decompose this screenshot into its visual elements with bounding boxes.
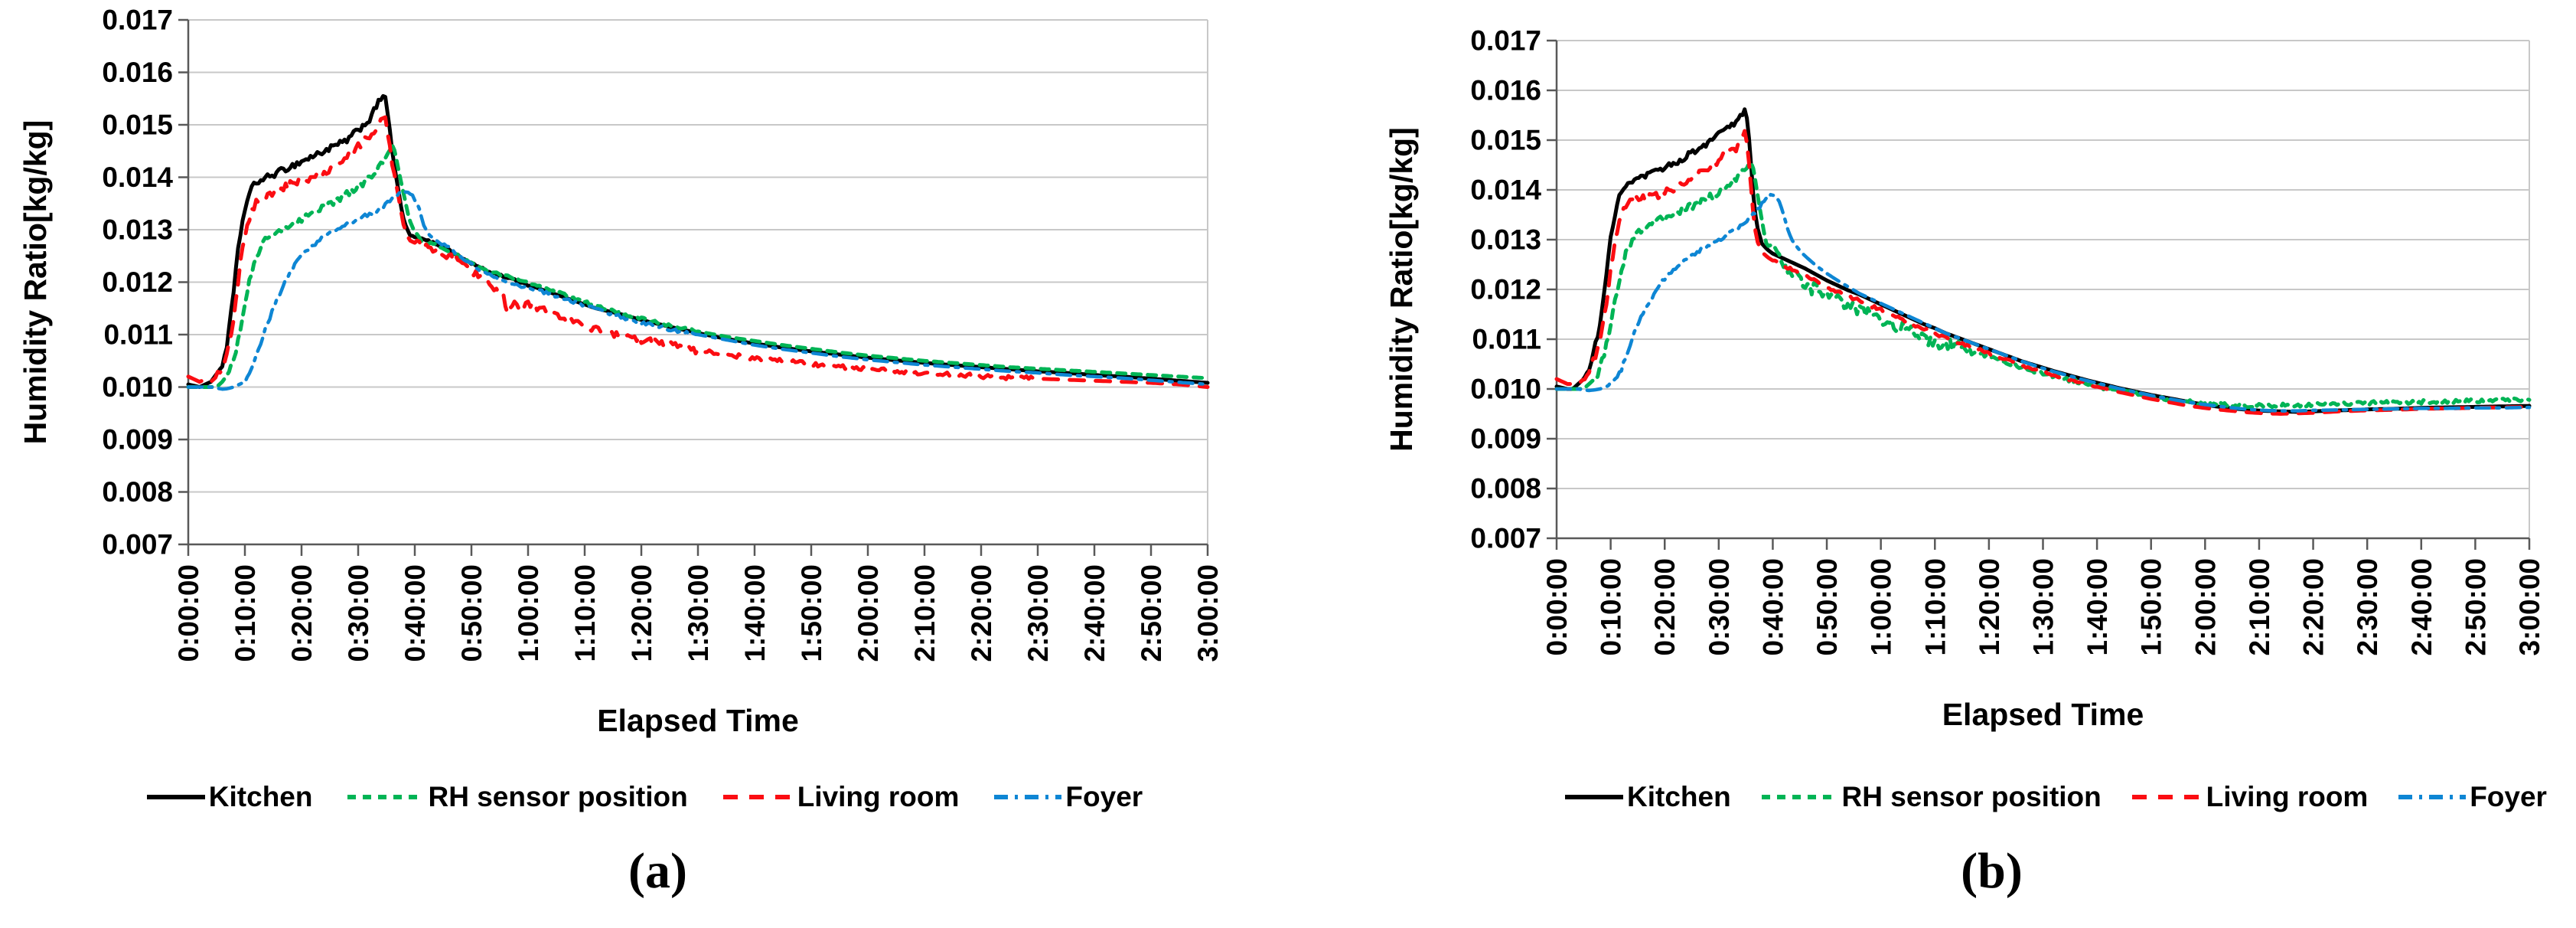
legend-label-living-room: Living room [2206,781,2369,812]
legend-item-living-room: Living room [2131,781,2369,812]
chart-a-plot: 0.007 0.008 0.009 0.010 0.011 0.012 0.013 0.014… [18,5,1224,739]
svg-text:2:20:00: 2:20:00 [2298,558,2330,656]
legend-label-rh-sensor: RH sensor position [428,781,688,812]
svg-text:0.012: 0.012 [1470,274,1541,306]
svg-text:1:20:00: 1:20:00 [1974,558,2005,656]
svg-text:2:10:00: 2:10:00 [2244,558,2275,656]
svg-text:0.008: 0.008 [102,476,173,508]
svg-text:Humidity Ratio[kg/kg]: Humidity Ratio[kg/kg] [18,120,53,445]
svg-text:0.009: 0.009 [1470,423,1541,455]
svg-text:0:50:00: 0:50:00 [456,564,487,662]
rh-sensor-line-sample [1761,794,1838,799]
svg-text:0.014: 0.014 [102,162,173,193]
svg-text:0.015: 0.015 [102,109,173,141]
svg-text:0:00:00: 0:00:00 [173,564,204,662]
foyer-line-sample [2398,794,2467,799]
svg-text:1:10:00: 1:10:00 [569,564,601,662]
rh-sensor-line-sample [347,794,425,799]
svg-text:2:30:00: 2:30:00 [2352,558,2383,656]
svg-text:2:50:00: 2:50:00 [1136,564,1167,662]
svg-text:0.011: 0.011 [103,319,173,351]
legend-item-foyer: Foyer [993,783,1143,811]
svg-text:0:50:00: 0:50:00 [1811,558,1843,656]
svg-text:0.015: 0.015 [1470,125,1541,156]
chart-b-plot: 0.007 0.008 0.009 0.010 0.011 0.012 0.013 0.014… [1384,25,2545,733]
legend-item-kitchen: Kitchen [1564,783,1731,811]
svg-text:0.011: 0.011 [1472,324,1541,355]
svg-text:0.016: 0.016 [102,57,173,88]
svg-text:0.017: 0.017 [1470,25,1541,57]
kitchen-line-sample [1565,794,1623,799]
legend-label-foyer: Foyer [2470,781,2547,812]
foyer-line-sample [994,794,1062,799]
legend-b: Kitchen RH sensor position Living room F… [1564,783,2547,811]
legend-label-kitchen: Kitchen [1627,781,1731,812]
legend-label-rh-sensor: RH sensor position [1841,781,2102,812]
svg-text:1:30:00: 1:30:00 [2028,558,2059,656]
svg-text:0:40:00: 0:40:00 [399,564,431,662]
svg-text:1:30:00: 1:30:00 [683,564,714,662]
legend-item-living-room: Living room [722,781,960,812]
caption-b: (b) [1961,843,2023,899]
svg-text:3:00:00: 3:00:00 [1192,564,1224,662]
svg-text:0.012: 0.012 [102,266,173,298]
svg-text:0:30:00: 0:30:00 [1704,558,1735,656]
svg-text:0.016: 0.016 [1470,75,1541,106]
svg-text:Elapsed Time: Elapsed Time [1942,697,2144,732]
svg-text:0.010: 0.010 [102,371,173,403]
svg-text:0:40:00: 0:40:00 [1757,558,1789,656]
svg-text:0.010: 0.010 [1470,374,1541,405]
svg-text:0:10:00: 0:10:00 [1596,558,1627,656]
svg-text:1:40:00: 1:40:00 [739,564,771,662]
svg-text:1:50:00: 1:50:00 [796,564,827,662]
legend-item-rh-sensor: RH sensor position [346,781,688,812]
legend-item-rh-sensor: RH sensor position [1760,783,2102,811]
svg-text:2:40:00: 2:40:00 [1079,564,1110,662]
svg-text:0.017: 0.017 [102,5,173,36]
svg-text:2:00:00: 2:00:00 [853,564,884,662]
svg-text:2:10:00: 2:10:00 [909,564,941,662]
svg-text:0.014: 0.014 [1470,175,1541,206]
legend-a: Kitchen RH sensor position Living room F… [0,783,1288,811]
svg-text:0:10:00: 0:10:00 [230,564,261,662]
svg-text:1:20:00: 1:20:00 [626,564,657,662]
svg-text:0.007: 0.007 [102,529,173,560]
svg-text:0.008: 0.008 [1470,473,1541,505]
svg-text:2:50:00: 2:50:00 [2460,558,2491,656]
svg-text:2:00:00: 2:00:00 [2190,558,2221,656]
kitchen-line-sample [146,794,205,799]
chart-panel-b: 0.007 0.008 0.009 0.010 0.011 0.012 0.013 0.014… [1288,0,2576,928]
svg-text:0.007: 0.007 [1470,523,1541,554]
caption-a: (a) [628,843,687,899]
chart-panel-a: 0.007 0.008 0.009 0.010 0.011 0.012 0.013 0.014… [0,5,1288,900]
living-room-line-sample [2131,794,2203,799]
svg-text:1:50:00: 1:50:00 [2136,558,2167,656]
svg-text:1:10:00: 1:10:00 [1919,558,1951,656]
legend-item-foyer: Foyer [2397,783,2547,811]
legend-item-kitchen: Kitchen [145,781,313,812]
svg-text:1:00:00: 1:00:00 [1866,558,1897,656]
svg-text:0:00:00: 0:00:00 [1541,558,1573,656]
svg-text:1:00:00: 1:00:00 [513,564,544,662]
legend-label-foyer: Foyer [1065,781,1143,812]
svg-text:3:00:00: 3:00:00 [2514,558,2545,656]
svg-text:0.009: 0.009 [102,424,173,456]
svg-text:2:40:00: 2:40:00 [2406,558,2437,656]
legend-label-living-room: Living room [797,781,960,812]
svg-text:0.013: 0.013 [102,214,173,246]
living-room-line-sample [722,794,794,799]
svg-text:Elapsed Time: Elapsed Time [597,703,799,738]
svg-text:2:30:00: 2:30:00 [1022,564,1054,662]
svg-text:0:20:00: 0:20:00 [286,564,318,662]
svg-text:1:40:00: 1:40:00 [2082,558,2113,656]
svg-text:2:20:00: 2:20:00 [966,564,997,662]
svg-text:Humidity Ratio[kg/kg]: Humidity Ratio[kg/kg] [1384,127,1419,452]
svg-text:0.013: 0.013 [1470,224,1541,256]
svg-text:0:30:00: 0:30:00 [343,564,374,662]
legend-label-kitchen: Kitchen [208,781,313,812]
svg-text:0:20:00: 0:20:00 [1649,558,1681,656]
